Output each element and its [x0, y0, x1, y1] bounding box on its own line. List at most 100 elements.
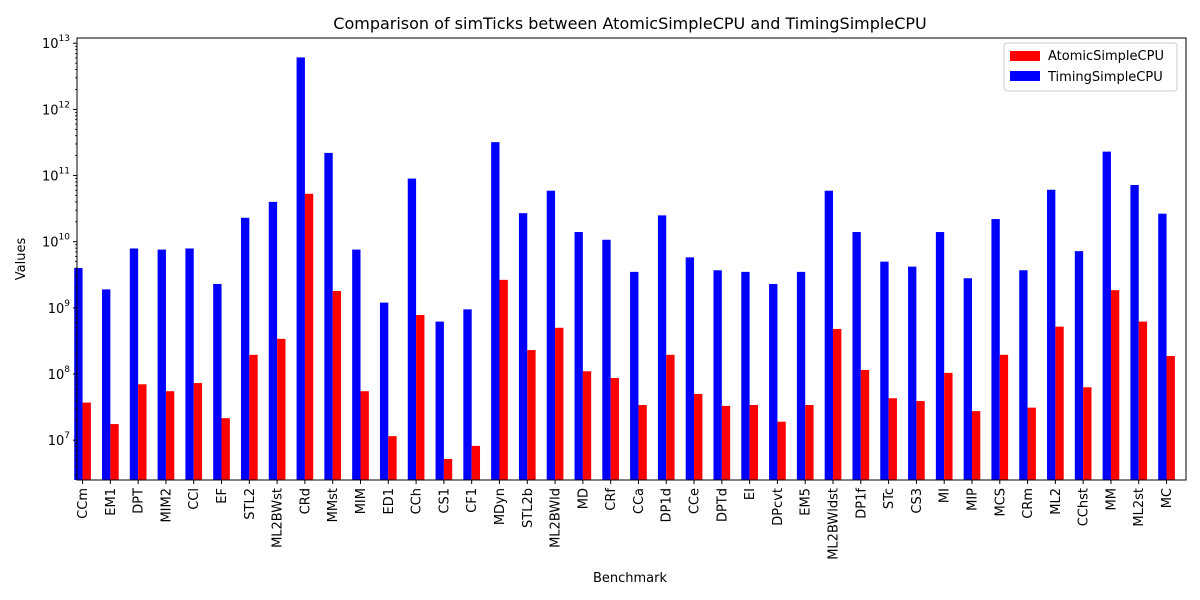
bar-timing-MIM: [352, 249, 361, 480]
bar-timing-ML2: [1047, 189, 1056, 480]
legend: AtomicSimpleCPU TimingSimpleCPU: [1003, 42, 1178, 92]
bar-timing-CCl: [185, 248, 194, 480]
y-tick-label-8: 108: [48, 365, 71, 383]
plot-frame: [76, 37, 1187, 481]
bar-timing-STL2: [240, 217, 250, 480]
bar-timing-MI: [935, 232, 945, 480]
bar-atomic-MIM: [360, 391, 369, 480]
bar-timing-CF1: [463, 309, 472, 480]
bar-timing-MM: [1102, 151, 1111, 480]
bar-timing-DPcvt: [769, 283, 778, 480]
legend-swatch-atomic: [1010, 51, 1040, 61]
chart-title: Comparison of simTicks between AtomicSim…: [333, 14, 926, 33]
bar-atomic-EM1: [110, 424, 119, 480]
x-tick-label-ML2BWldst: ML2BWldst: [827, 488, 842, 560]
x-tick-label-ML2BWst: ML2BWst: [271, 488, 286, 548]
x-tick-label-STL2b: STL2b: [521, 488, 536, 528]
bar-atomic-MCS: [999, 354, 1009, 480]
x-tick-label-MD: MD: [576, 488, 591, 509]
x-tick-label-STL2: STL2: [243, 488, 258, 520]
x-tick-label-MIP: MIP: [965, 488, 980, 511]
bar-atomic-EF: [221, 418, 230, 480]
bar-atomic-MDyn: [499, 279, 508, 480]
bar-timing-MCS: [991, 219, 1000, 481]
bar-atomic-CF1: [471, 445, 481, 480]
bar-atomic-CRd: [304, 193, 314, 480]
bar-atomic-MIP: [971, 411, 981, 480]
bar-timing-CCh: [407, 178, 417, 480]
x-tick-label-MDyn: MDyn: [493, 488, 508, 525]
bar-timing-DP1d: [657, 215, 667, 480]
x-tick-label-CRm: CRm: [1021, 488, 1036, 519]
bar-timing-EI: [741, 271, 750, 480]
bar-atomic-ML2BWst: [277, 338, 286, 480]
y-tick-label-7: 107: [48, 431, 70, 449]
x-tick-label-MC: MC: [1160, 488, 1175, 508]
bar-timing-STL2b: [518, 213, 528, 480]
bar-timing-MD: [574, 232, 583, 480]
x-tick-label-ML2BWld: ML2BWld: [549, 488, 564, 548]
x-tick-label-ML2st: ML2st: [1132, 488, 1147, 527]
x-tick-label-MIM2: MIM2: [159, 488, 174, 523]
bar-atomic-STL2b: [527, 350, 536, 480]
bar-atomic-STc: [888, 398, 897, 480]
bar-timing-STc: [880, 261, 889, 480]
bar-atomic-MMst: [332, 290, 342, 480]
x-tick-label-EF: EF: [215, 488, 230, 504]
bar-atomic-DPTd: [721, 405, 731, 480]
y-tick-label-12: 1012: [42, 100, 70, 118]
bar-atomic-CCe: [694, 393, 703, 480]
bar-timing-CRf: [602, 239, 611, 480]
bar-atomic-CCm: [82, 402, 91, 480]
bar-timing-MC: [1158, 213, 1167, 480]
bar-atomic-CS1: [443, 458, 453, 480]
bar-timing-CCa: [630, 271, 639, 480]
y-axis: 107 108 109 1010 1011 1012 1013: [42, 34, 77, 476]
bar-atomic-MD: [582, 371, 592, 480]
bar-atomic-ED1: [388, 436, 397, 480]
bar-timing-CS3: [908, 266, 917, 480]
bar-atomic-MM: [1110, 290, 1120, 480]
x-axis-label: Benchmark: [593, 571, 668, 586]
bar-atomic-CRf: [610, 378, 619, 480]
bar-timing-CRd: [296, 57, 305, 480]
x-tick-label-CS1: CS1: [437, 488, 452, 514]
x-tick-label-ED1: ED1: [382, 488, 397, 515]
x-tick-label-MIM: MIM: [354, 488, 369, 514]
bar-atomic-DPcvt: [777, 421, 786, 480]
x-tick-label-DPTd: DPTd: [715, 488, 730, 522]
bar-atomic-ML2BWldst: [833, 328, 842, 480]
bar-atomic-DP1d: [666, 354, 675, 480]
x-tick-label-CRd: CRd: [298, 488, 313, 514]
bar-timing-DPT: [129, 248, 139, 480]
x-tick-label-DPcvt: DPcvt: [771, 488, 786, 526]
x-tick-label-CF1: CF1: [465, 488, 480, 513]
x-tick-label-CS3: CS3: [910, 488, 925, 514]
bar-atomic-EM5: [805, 405, 814, 480]
x-tick-label-CCe: CCe: [688, 488, 703, 514]
x-tick-label-CRf: CRf: [604, 488, 619, 511]
bar-atomic-ML2st: [1138, 321, 1148, 480]
bar-atomic-DP1f: [860, 369, 870, 480]
bar-timing-MIM2: [157, 249, 166, 480]
bar-timing-EM1: [102, 289, 111, 480]
bar-atomic-STL2: [249, 354, 258, 480]
bar-timing-CCe: [685, 257, 695, 480]
x-tick-label-EI: EI: [743, 488, 758, 500]
bar-atomic-EI: [749, 405, 758, 480]
bar-timing-DPTd: [713, 270, 722, 480]
bar-timing-ML2st: [1130, 184, 1139, 480]
bar-timing-MDyn: [491, 142, 500, 481]
x-tick-label-MCS: MCS: [993, 488, 1008, 517]
y-tick-label-13: 1013: [42, 34, 70, 52]
y-tick-label-9: 109: [48, 299, 71, 317]
bar-atomic-ML2: [1055, 326, 1064, 480]
x-tick-label-CCm: CCm: [76, 488, 91, 519]
y-tick-label-11: 1011: [42, 167, 70, 185]
x-tick-label-MMst: MMst: [326, 488, 341, 522]
legend-swatch-timing: [1010, 71, 1040, 81]
x-axis: CCm EM1 DPT MIM2 CCl EF STL2 ML2BWst CRd MMst MIM E…: [76, 480, 1175, 560]
bar-atomic-CCh: [416, 314, 425, 480]
